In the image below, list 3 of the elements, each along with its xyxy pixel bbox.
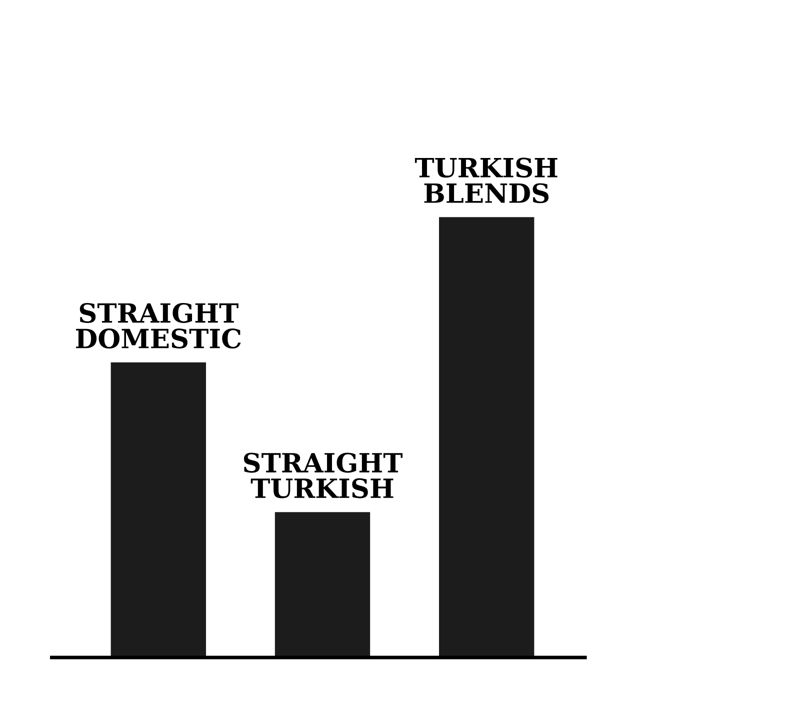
x-tick-label: STRAIGHT TURKISH	[244, 452, 402, 498]
x-tick-label: STRAIGHT DOMESTIC	[76, 303, 241, 349]
x-tick-label: TURKISH BLENDS	[414, 158, 558, 204]
